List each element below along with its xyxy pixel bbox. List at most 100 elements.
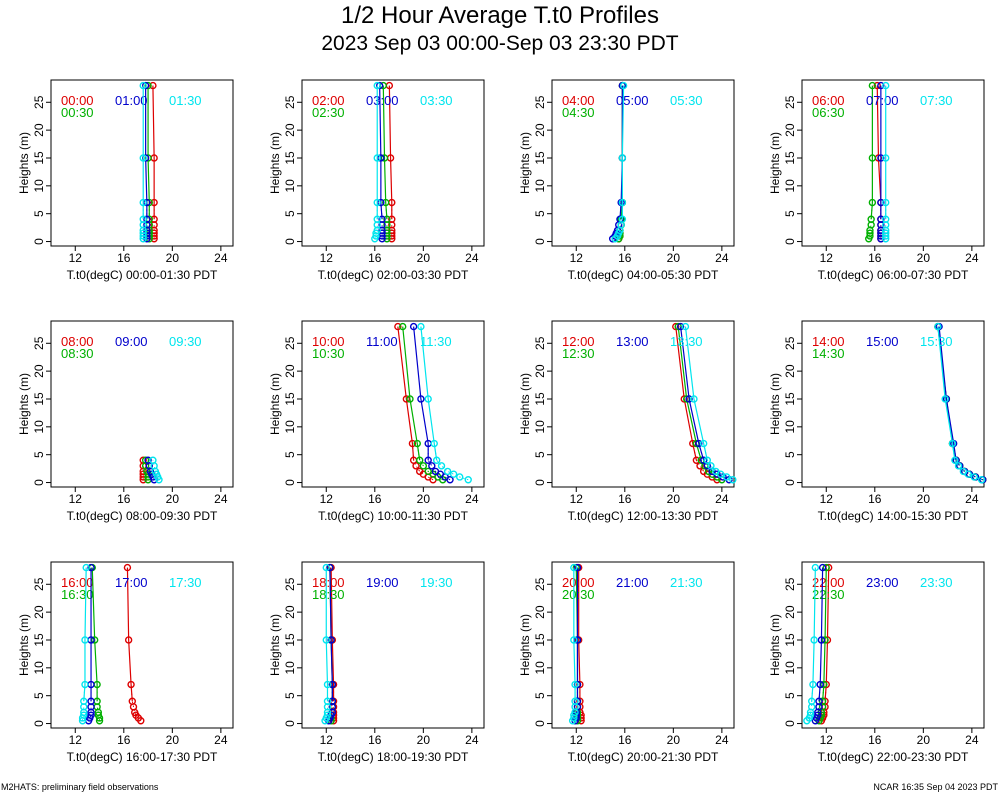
- y-tick-label: 5: [533, 451, 547, 458]
- y-tick-label: 10: [533, 661, 547, 675]
- data-point: [81, 636, 89, 644]
- y-tick-label: 5: [533, 692, 547, 699]
- x-axis-label: T.t0(degC) 00:00-01:30 PDT: [67, 268, 218, 282]
- data-point: [373, 154, 381, 162]
- series-blue: [84, 563, 95, 725]
- data-point: [692, 456, 701, 464]
- data-point: [143, 198, 151, 207]
- data-point: [373, 215, 381, 223]
- profile-panel: 12 16 20 24 0 5 10 15 20 25 T.t0(degC) 20:00-21:30…: [518, 561, 735, 764]
- y-tick-label: 10: [283, 179, 297, 193]
- y-tick-label: 10: [533, 179, 547, 193]
- data-point: [712, 467, 720, 476]
- data-point: [618, 215, 627, 223]
- series-blue: [811, 563, 827, 725]
- data-point: [150, 198, 158, 207]
- data-point: [464, 476, 472, 484]
- y-tick-label: 10: [283, 661, 297, 675]
- data-point: [90, 636, 99, 644]
- x-tick-label: 12: [820, 492, 834, 506]
- data-point: [417, 395, 425, 403]
- legend-label: 20:00: [562, 575, 595, 590]
- profile-panel: 12 16 20 24 0 5 10 15 20 25 T.t0(degC) 06:00-07:30…: [768, 79, 985, 282]
- x-tick-label: 20: [917, 733, 931, 747]
- y-tick-label: 5: [32, 210, 46, 217]
- x-tick-label: 20: [417, 733, 431, 747]
- data-point: [87, 563, 95, 572]
- series-cyan: [371, 81, 381, 243]
- data-point: [149, 456, 157, 464]
- y-tick-label: 10: [32, 179, 46, 193]
- data-point: [144, 456, 152, 464]
- series-line: [382, 85, 388, 220]
- series-cyan: [139, 81, 147, 243]
- data-point: [127, 680, 135, 689]
- data-point: [676, 322, 685, 331]
- legend-label: 13:30: [670, 334, 703, 349]
- footer-timestamp: NCAR 16:35 Sep 04 2023 PDT: [873, 782, 998, 792]
- data-point: [323, 697, 332, 705]
- y-tick-label: 25: [783, 95, 797, 109]
- data-point: [882, 198, 890, 207]
- series-cyan: [149, 456, 163, 484]
- data-point: [80, 711, 88, 719]
- legend-label: 04:00: [562, 93, 595, 108]
- plot-frame: [50, 79, 234, 247]
- y-tick-label: 10: [783, 179, 797, 193]
- y-axis-label: Heights (m): [268, 132, 282, 194]
- x-tick-label: 24: [715, 492, 729, 506]
- series-green: [399, 322, 447, 484]
- x-tick-label: 24: [214, 251, 228, 265]
- data-point: [681, 322, 690, 331]
- legend-label: 17:00: [115, 575, 148, 590]
- data-point: [124, 636, 133, 644]
- x-tick-label: 16: [368, 251, 382, 265]
- data-point: [822, 563, 830, 572]
- x-tick-label: 12: [570, 492, 584, 506]
- data-point: [877, 154, 885, 162]
- data-point: [322, 636, 330, 644]
- data-point: [377, 198, 385, 207]
- data-point: [82, 563, 90, 572]
- data-point: [430, 439, 438, 448]
- x-tick-label: 12: [570, 251, 584, 265]
- series-line-dotted: [416, 443, 443, 481]
- data-point: [882, 81, 890, 90]
- data-point: [87, 697, 95, 705]
- y-axis-label: Heights (m): [768, 132, 782, 194]
- data-point: [977, 476, 986, 484]
- x-axis-label: T.t0(degC) 14:00-15:30 PDT: [818, 509, 969, 523]
- data-point: [866, 229, 874, 237]
- y-axis-label: Heights (m): [17, 614, 31, 676]
- series-line: [126, 567, 133, 702]
- x-tick-label: 20: [917, 492, 931, 506]
- y-tick-label: 20: [283, 605, 297, 619]
- series-cyan: [78, 563, 90, 725]
- data-point: [128, 697, 136, 705]
- y-tick-label: 0: [283, 720, 297, 727]
- chart-title-block: 1/2 Hour Average T.t0 Profiles 2023 Sep …: [0, 0, 1000, 62]
- legend-label: 13:00: [616, 334, 649, 349]
- series-line: [152, 85, 155, 220]
- legend-label: 06:30: [812, 105, 845, 120]
- chart-title: 1/2 Hour Average T.t0 Profiles: [341, 2, 659, 29]
- y-tick-label: 15: [533, 633, 547, 647]
- data-point: [882, 154, 890, 162]
- data-point: [373, 81, 381, 90]
- x-tick-label: 20: [667, 733, 681, 747]
- y-axis-label: Heights (m): [768, 614, 782, 676]
- x-tick-label: 12: [69, 251, 83, 265]
- x-tick-label: 24: [465, 251, 479, 265]
- data-point: [80, 697, 88, 705]
- y-tick-label: 5: [283, 692, 297, 699]
- series-cyan: [321, 563, 332, 725]
- y-tick-label: 5: [783, 210, 797, 217]
- x-axis-label: T.t0(degC) 10:00-11:30 PDT: [318, 509, 469, 523]
- profile-panel: 12 16 20 24 0 5 10 15 20 25 T.t0(degC) 18:00-19:30…: [268, 561, 485, 764]
- data-point: [373, 198, 381, 207]
- data-point: [449, 470, 458, 478]
- x-tick-label: 12: [320, 733, 334, 747]
- legend-label: 07:00: [866, 93, 899, 108]
- legend-label: 04:30: [562, 105, 595, 120]
- series-cyan: [568, 563, 579, 725]
